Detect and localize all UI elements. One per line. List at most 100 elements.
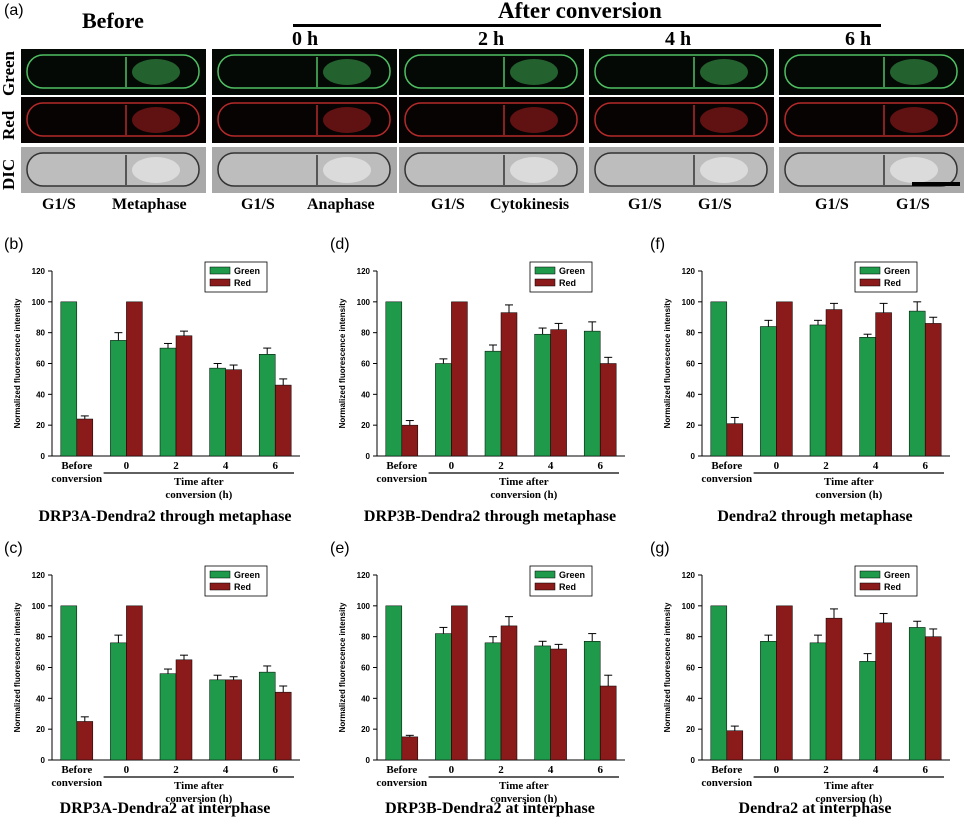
panel-f-letter: (f) (650, 236, 666, 253)
micrograph-red-3 (588, 96, 775, 144)
micrograph-green-2 (398, 48, 585, 96)
time-label-6h: 6 h (845, 28, 872, 50)
micrograph-green-1 (211, 48, 398, 96)
y-tick-label: 80 (686, 633, 695, 642)
legend-label-red: Red (559, 278, 576, 288)
legend-label-green: Green (884, 266, 910, 276)
bar-green-4 (258, 354, 276, 457)
x-tick-label: conversion (51, 473, 102, 485)
panel-b-letter: (b) (4, 236, 24, 253)
y-tick-label: 100 (357, 298, 371, 307)
x-axis-label: Time after (174, 476, 224, 488)
x-tick-label: 0 (774, 460, 780, 472)
y-tick-label: 120 (32, 267, 46, 276)
chart-c-title: DRP3A-Dendra2 at interphase (59, 800, 271, 817)
y-tick-label: 20 (686, 421, 695, 430)
y-axis-label: Normalized fluorescence intensity (338, 298, 347, 428)
micrograph-green-4 (778, 48, 965, 96)
x-tick-label: 6 (922, 764, 928, 776)
y-tick-label: 80 (361, 633, 370, 642)
x-tick-label: 2 (823, 460, 829, 472)
panel-c-letter: (c) (4, 540, 23, 557)
bar-green-3 (209, 367, 226, 457)
bar-red-1 (776, 605, 793, 761)
legend-swatch-green (534, 266, 556, 275)
chart-g-title: Dendra2 at interphase (738, 800, 892, 817)
before-header: Before (82, 8, 144, 33)
bar-green-4 (908, 627, 926, 761)
micrograph-green-0 (20, 48, 207, 96)
stage-label-2-1: Cytokinesis (490, 196, 570, 213)
bar-green-1 (760, 641, 777, 761)
bar-red-4 (274, 384, 292, 457)
bar-red-1 (126, 301, 143, 457)
y-tick-label: 0 (366, 756, 371, 765)
row-label-red: Red (0, 110, 18, 140)
x-tick-label: 0 (774, 764, 780, 776)
x-axis-label: conversion (h) (490, 489, 557, 501)
x-tick-label: 2 (173, 460, 179, 472)
bar-red-3 (225, 369, 242, 457)
legend-label-green: Green (884, 570, 910, 580)
legend-label-green: Green (559, 570, 585, 580)
x-tick-label: 4 (548, 460, 554, 472)
bar-green-0 (385, 605, 403, 761)
y-tick-label: 60 (361, 360, 370, 369)
y-tick-label: 60 (36, 664, 45, 673)
y-tick-label: 40 (361, 390, 370, 399)
y-tick-label: 120 (357, 571, 371, 580)
micrograph-dic-1 (211, 146, 398, 194)
x-tick-label: 6 (597, 764, 603, 776)
bar-red-4 (599, 685, 617, 761)
bar-green-3 (209, 679, 226, 761)
bar-red-4 (924, 636, 942, 761)
micrograph-dic-4 (778, 146, 965, 194)
legend-label-red: Red (559, 582, 576, 592)
y-tick-label: 0 (691, 452, 696, 461)
stage-label-3-1: G1/S (698, 196, 732, 213)
y-axis-label: Normalized fluorescence intensity (663, 298, 672, 428)
stage-label-2-0: G1/S (431, 196, 465, 213)
stage-label-1-0: G1/S (241, 196, 275, 213)
y-tick-label: 100 (32, 298, 46, 307)
x-tick-label: conversion (51, 777, 102, 789)
x-tick-label: 0 (449, 764, 455, 776)
bar-green-3 (534, 333, 551, 457)
y-tick-label: 20 (686, 725, 695, 734)
y-tick-label: 80 (36, 633, 45, 642)
x-tick-label: 4 (873, 460, 879, 472)
bar-green-2 (809, 642, 827, 761)
row-label-green: Green (0, 50, 18, 96)
bar-green-0 (60, 605, 78, 761)
y-tick-label: 100 (682, 298, 696, 307)
after-conversion-bracket (293, 24, 881, 27)
y-tick-label: 80 (36, 329, 45, 338)
legend-label-red: Red (234, 278, 251, 288)
x-tick-label: Before (386, 764, 417, 776)
legend-swatch-red (534, 278, 556, 287)
bar-green-4 (583, 330, 601, 457)
y-tick-label: 80 (686, 329, 695, 338)
bar-green-2 (159, 673, 177, 761)
x-tick-label: Before (711, 764, 742, 776)
y-tick-label: 120 (357, 267, 371, 276)
x-tick-label: conversion (701, 473, 752, 485)
bar-green-3 (859, 337, 876, 457)
bar-red-3 (225, 679, 242, 761)
y-tick-label: 60 (686, 360, 695, 369)
y-tick-label: 80 (361, 329, 370, 338)
y-tick-label: 20 (36, 421, 45, 430)
bar-red-3 (550, 648, 567, 761)
micrograph-red-0 (20, 96, 207, 144)
row-label-dic: DIC (0, 158, 18, 190)
y-tick-label: 0 (691, 756, 696, 765)
panel-a-letter: (a) (4, 2, 24, 19)
y-tick-label: 40 (686, 694, 695, 703)
x-tick-label: Before (61, 764, 92, 776)
legend-label-red: Red (234, 582, 251, 592)
y-tick-label: 60 (686, 664, 695, 673)
legend-label-green: Green (234, 266, 260, 276)
y-tick-label: 0 (41, 756, 46, 765)
bar-green-0 (385, 301, 403, 457)
